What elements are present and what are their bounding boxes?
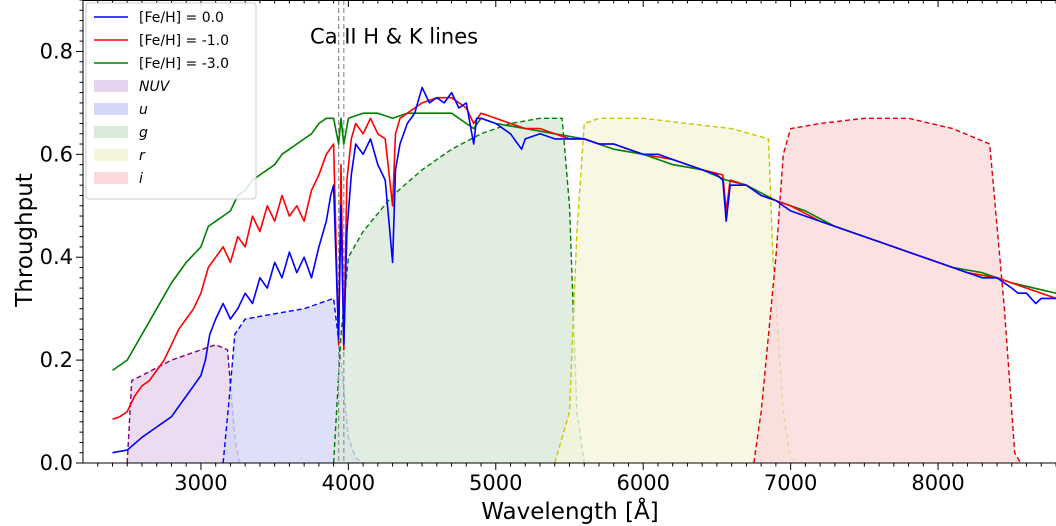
legend-swatch-r <box>94 149 128 161</box>
filter-g-curve <box>332 117 585 463</box>
series-line-1 <box>112 86 1056 454</box>
legend-label: r <box>139 148 146 164</box>
y-tick-label: 0.8 <box>40 39 73 63</box>
x-axis-label: Wavelength [Å] <box>481 497 658 525</box>
x-tick-label: 3000 <box>174 471 227 495</box>
y-axis-ticks: 0.0 0.2 0.4 0.6 0.8 <box>40 0 83 475</box>
filter-bands <box>126 117 1022 463</box>
filter-i-fill <box>753 118 1021 463</box>
y-axis-label: Throughput <box>12 173 38 308</box>
legend-label: i <box>139 171 143 187</box>
x-axis-ticks: 3000 4000 5000 6000 7000 8000 <box>97 0 1056 495</box>
legend-label: u <box>139 102 148 118</box>
legend-swatch-i <box>94 172 128 184</box>
filter-g-fill <box>333 118 585 463</box>
spectra-lines <box>112 86 1056 454</box>
legend-box <box>85 2 257 200</box>
legend-label: g <box>139 125 148 141</box>
ca-hk-annotation: Ca II H & K lines <box>310 25 478 49</box>
legend-swatch-nuv <box>94 80 128 92</box>
x-tick-label: 7000 <box>764 471 817 495</box>
x-tick-label: 4000 <box>322 471 375 495</box>
legend-swatch-u <box>94 103 128 115</box>
legend-label: NUV <box>139 79 171 95</box>
x-tick-label: 8000 <box>911 471 964 495</box>
series-line-3 <box>112 112 1056 372</box>
y-tick-label: 0.0 <box>40 451 73 475</box>
filter-u-curve <box>222 297 364 463</box>
ca-ii-hk-lines <box>337 0 345 463</box>
legend-label: [Fe/H] = 0.0 <box>139 10 224 26</box>
filter-u-fill <box>223 298 364 463</box>
x-tick-label: 5000 <box>469 471 522 495</box>
filter-i-curve <box>753 117 1022 463</box>
filter-nuv-fill <box>127 344 240 463</box>
legend: [Fe/H] = 0.0 [Fe/H] = -1.0 [Fe/H] = -3.0 NU… <box>85 2 257 200</box>
y-tick-label: 0.4 <box>40 245 73 269</box>
legend-label: [Fe/H] = -3.0 <box>139 56 229 72</box>
y-tick-label: 0.6 <box>40 142 73 166</box>
x-tick-label: 6000 <box>616 471 669 495</box>
y-tick-label: 0.2 <box>40 348 73 372</box>
legend-label: [Fe/H] = -1.0 <box>139 33 229 49</box>
series-line-2 <box>112 96 1056 421</box>
legend-swatch-g <box>94 126 128 138</box>
filter-r-fill <box>554 118 798 463</box>
